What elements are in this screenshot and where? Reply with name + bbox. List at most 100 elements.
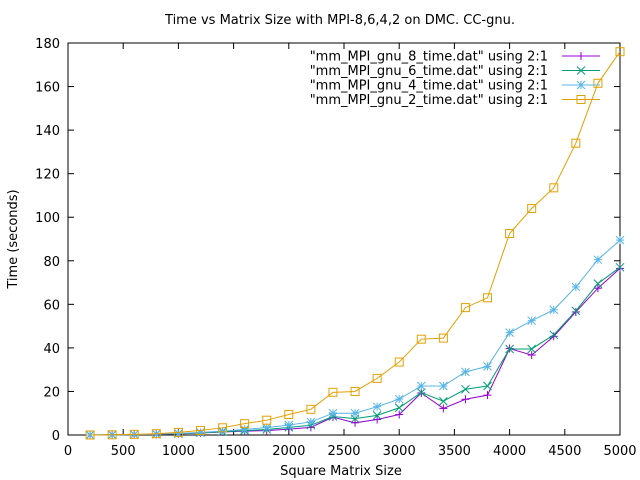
data-point bbox=[439, 404, 448, 413]
legend-marker bbox=[577, 52, 585, 60]
x-tick-label: 1500 bbox=[217, 444, 250, 459]
data-point bbox=[571, 282, 581, 292]
data-point bbox=[173, 427, 183, 437]
y-tick-label: 180 bbox=[35, 37, 60, 52]
data-point bbox=[505, 229, 515, 239]
data-point bbox=[483, 381, 492, 391]
legend-marker bbox=[576, 66, 586, 75]
plot-axes: 0 500 1000 1500 2000 2500 3000 3500 4000 4500 5000… bbox=[35, 37, 636, 459]
x-tick-label: 3500 bbox=[438, 444, 471, 459]
y-tick-label: 160 bbox=[35, 81, 60, 96]
data-point bbox=[549, 305, 559, 315]
legend-label: "mm_MPI_gnu_6_time.dat" using 2:1 bbox=[310, 64, 548, 79]
data-point bbox=[571, 138, 581, 148]
y-tick-label: 80 bbox=[43, 255, 60, 270]
data-point bbox=[505, 328, 514, 337]
data-point bbox=[549, 330, 559, 340]
y-tick-label: 140 bbox=[35, 124, 60, 139]
series-line bbox=[90, 239, 621, 436]
data-point bbox=[306, 404, 316, 414]
legend-entry-2: "mm_MPI_gnu_6_time.dat" using 2:1 bbox=[310, 64, 600, 79]
x-tick-label: 500 bbox=[111, 444, 136, 459]
data-point bbox=[372, 402, 382, 412]
data-point bbox=[151, 429, 161, 439]
data-point bbox=[483, 293, 493, 303]
data-point bbox=[461, 384, 470, 394]
data-point bbox=[439, 396, 448, 406]
legend-label: "mm_MPI_gnu_2_time.dat" using 2:1 bbox=[310, 93, 548, 108]
data-point bbox=[394, 394, 404, 404]
data-point bbox=[416, 388, 426, 397]
data-point bbox=[505, 344, 514, 354]
data-point bbox=[461, 367, 470, 377]
data-point bbox=[527, 344, 537, 354]
data-point bbox=[85, 430, 95, 440]
data-point bbox=[416, 334, 426, 344]
legend-entry-3: "mm_MPI_gnu_4_time.dat" using 2:1 bbox=[310, 79, 600, 94]
plot-series bbox=[85, 47, 625, 440]
data-point bbox=[571, 307, 580, 316]
data-point bbox=[593, 78, 603, 88]
data-point bbox=[571, 306, 581, 316]
x-tick-label: 4500 bbox=[548, 444, 581, 459]
y-axis-label: Time (seconds) bbox=[6, 189, 21, 289]
x-tick-label: 1000 bbox=[162, 444, 195, 459]
data-point bbox=[262, 423, 272, 432]
legend-label: "mm_MPI_gnu_8_time.dat" using 2:1 bbox=[310, 50, 548, 65]
data-point bbox=[593, 284, 602, 293]
data-point bbox=[483, 391, 492, 400]
data-point bbox=[527, 316, 537, 326]
y-tick-label: 20 bbox=[43, 385, 60, 400]
data-point bbox=[240, 424, 249, 434]
chart-title: Time vs Matrix Size with MPI-8,6,4,2 on … bbox=[164, 13, 515, 28]
data-point bbox=[615, 235, 625, 245]
data-point bbox=[593, 279, 603, 288]
legend: "mm_MPI_gnu_8_time.dat" using 2:1"mm_MPI… bbox=[310, 50, 600, 108]
legend-entry-1: "mm_MPI_gnu_8_time.dat" using 2:1 bbox=[310, 50, 600, 65]
x-tick-label: 4000 bbox=[493, 444, 526, 459]
x-tick-label: 2000 bbox=[272, 444, 305, 459]
data-point bbox=[460, 303, 470, 313]
data-point bbox=[351, 418, 360, 427]
data-point bbox=[616, 264, 624, 273]
data-point bbox=[196, 428, 205, 437]
legend-marker bbox=[576, 95, 586, 104]
data-point bbox=[240, 419, 250, 429]
y-tick-label: 0 bbox=[52, 429, 60, 444]
data-point bbox=[527, 204, 537, 214]
y-tick-label: 120 bbox=[35, 168, 60, 183]
x-axis-label: Square Matrix Size bbox=[280, 464, 402, 479]
x-tick-label: 5000 bbox=[603, 444, 636, 459]
data-point bbox=[394, 357, 404, 367]
series-4 bbox=[85, 47, 625, 440]
data-point bbox=[372, 373, 382, 383]
legend-label: "mm_MPI_gnu_4_time.dat" using 2:1 bbox=[310, 79, 548, 94]
data-point bbox=[284, 420, 294, 430]
data-point bbox=[395, 410, 404, 419]
legend-marker bbox=[576, 80, 586, 90]
data-point bbox=[306, 417, 316, 427]
data-point bbox=[527, 351, 536, 360]
data-point bbox=[350, 408, 360, 418]
data-point bbox=[615, 47, 625, 57]
series-line bbox=[90, 51, 621, 436]
data-point bbox=[483, 362, 492, 371]
data-point bbox=[615, 262, 625, 272]
data-point bbox=[107, 430, 117, 440]
data-point bbox=[373, 415, 382, 424]
data-point bbox=[372, 411, 382, 420]
series-3 bbox=[85, 235, 625, 440]
y-tick-label: 60 bbox=[43, 298, 60, 313]
x-tick-label: 2500 bbox=[327, 444, 360, 459]
data-point bbox=[461, 395, 470, 404]
data-point bbox=[218, 423, 228, 433]
x-tick-label: 0 bbox=[64, 444, 72, 459]
y-tick-label: 100 bbox=[35, 211, 60, 226]
data-point bbox=[350, 386, 360, 396]
data-point bbox=[416, 381, 426, 391]
data-point bbox=[328, 387, 338, 397]
legend-entry-4: "mm_MPI_gnu_2_time.dat" using 2:1 bbox=[310, 93, 600, 108]
data-point bbox=[593, 255, 603, 265]
y-tick-label: 40 bbox=[43, 342, 60, 357]
